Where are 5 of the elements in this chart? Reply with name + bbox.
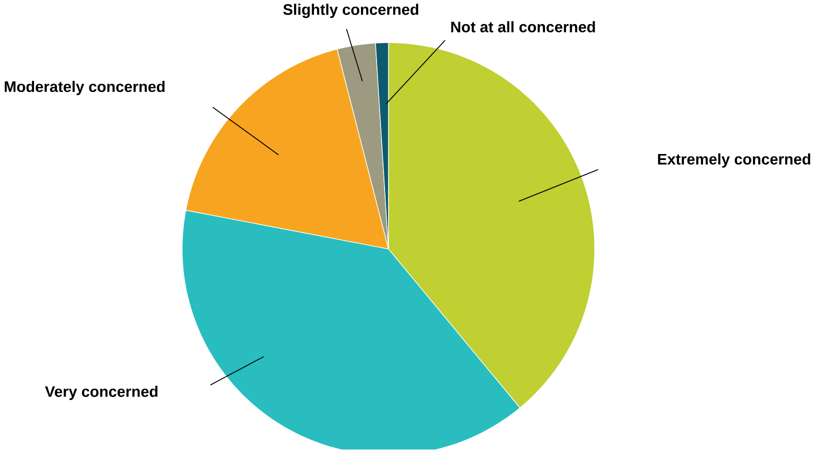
slice-label: Moderately concerned [4,81,165,96]
slice-label: Not at all concerned [451,21,595,33]
slice-label: Very concerned [45,386,158,400]
slice-label: Slightly concerned [283,4,418,18]
slice-label: Extremely concerned [658,154,810,168]
